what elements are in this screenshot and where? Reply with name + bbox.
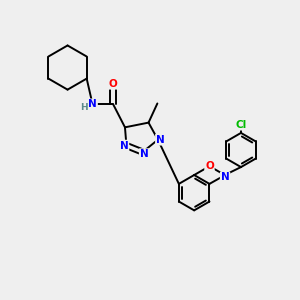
Text: N: N <box>120 141 128 151</box>
Text: N: N <box>156 135 165 145</box>
Text: Cl: Cl <box>235 120 247 130</box>
Text: O: O <box>109 79 118 89</box>
Text: O: O <box>205 161 214 171</box>
Text: N: N <box>88 99 97 110</box>
Text: H: H <box>80 103 88 112</box>
Text: N: N <box>221 172 230 182</box>
Text: N: N <box>140 149 148 159</box>
